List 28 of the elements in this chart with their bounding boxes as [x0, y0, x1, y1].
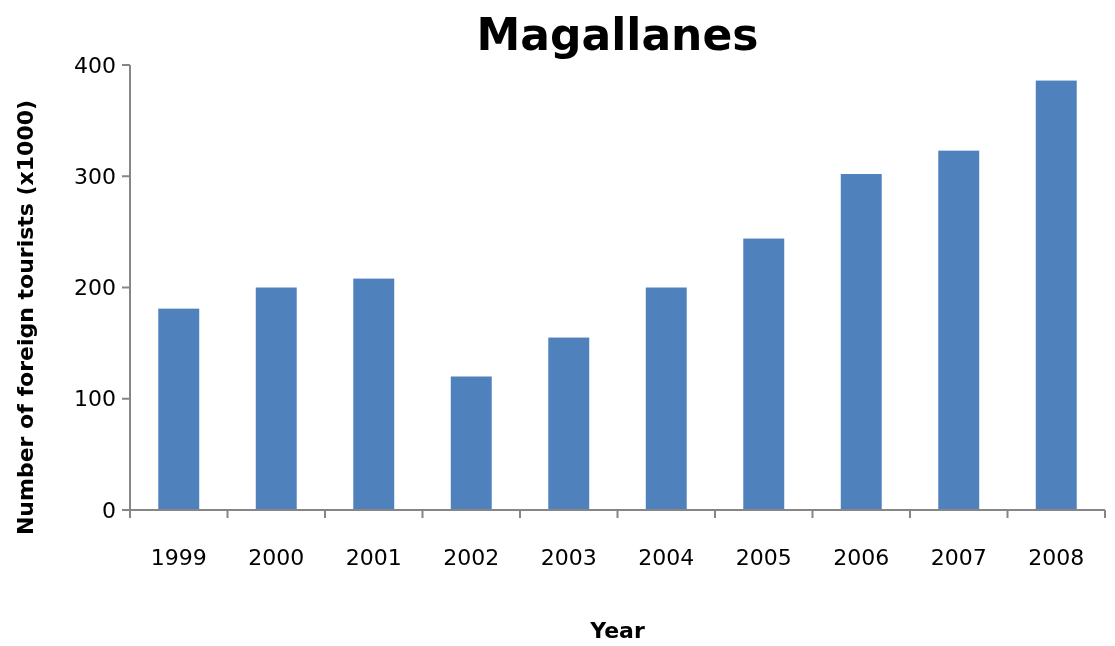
y-tick-label: 300 [74, 163, 116, 189]
x-tick-label: 2007 [930, 545, 987, 570]
bar [840, 174, 882, 510]
bar [645, 287, 687, 510]
bar [1035, 80, 1077, 510]
x-tick-label: 2005 [735, 545, 792, 570]
x-axis-title: Year [589, 618, 645, 643]
x-tick-label: 2002 [443, 545, 500, 570]
x-tick-label: 2008 [1028, 545, 1085, 570]
x-tick-label: 2003 [540, 545, 597, 570]
bar [255, 287, 297, 510]
bar [938, 150, 980, 510]
bar [450, 376, 492, 510]
y-tick-label: 100 [74, 386, 116, 412]
bar [353, 278, 395, 510]
x-tick-label: 2006 [833, 545, 890, 570]
bar [548, 337, 590, 510]
x-tick-label: 2000 [248, 545, 305, 570]
bar [743, 238, 785, 510]
x-tick-label: 1999 [150, 545, 207, 570]
chart-title: Magallanes [476, 9, 759, 60]
x-tick-label: 2001 [345, 545, 402, 570]
y-tick-label: 0 [102, 497, 116, 523]
y-tick-label: 400 [74, 52, 116, 78]
x-tick-label: 2004 [638, 545, 695, 570]
y-tick-label: 200 [74, 275, 116, 301]
bar [158, 308, 200, 510]
y-axis-title: Number of foreign tourists (x1000) [13, 99, 38, 536]
